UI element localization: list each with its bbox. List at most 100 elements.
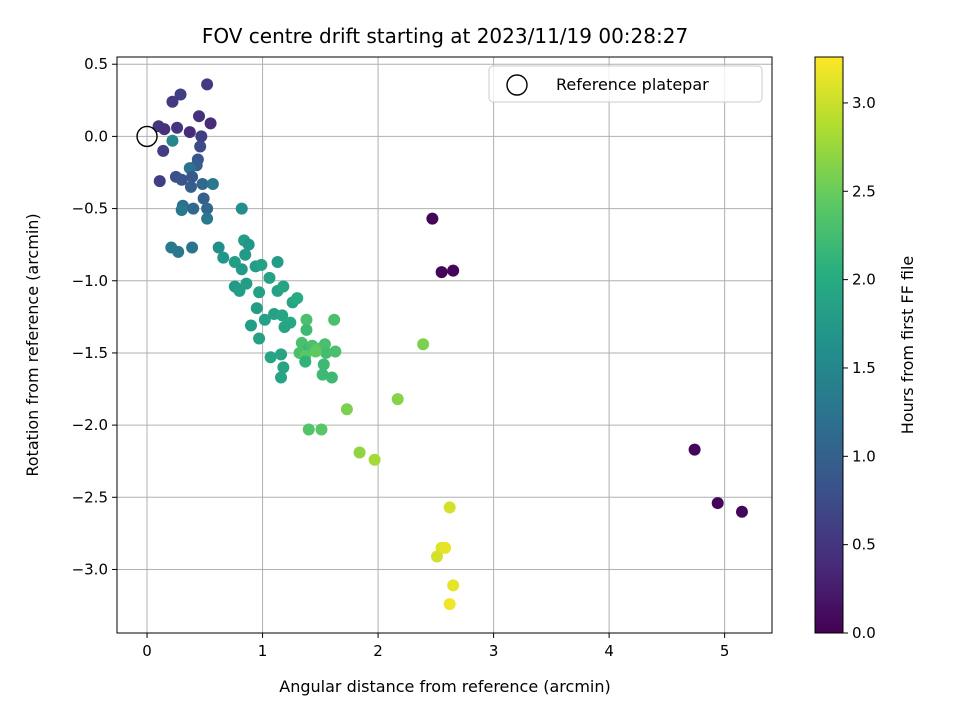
data-point (430, 550, 443, 563)
data-point (320, 346, 333, 359)
data-point (253, 286, 266, 299)
colorbar-tick-label: 2.0 (852, 271, 876, 289)
data-point (735, 505, 748, 518)
data-point (201, 212, 214, 225)
data-point (183, 126, 196, 139)
data-point (186, 170, 199, 183)
data-point (353, 446, 366, 459)
data-point (439, 541, 452, 554)
data-point (277, 361, 290, 374)
data-point (435, 266, 448, 279)
data-point (328, 313, 341, 326)
data-point (196, 178, 209, 191)
data-point (329, 345, 342, 358)
data-point (172, 245, 185, 258)
colorbar-label: Hours from first FF file (898, 256, 917, 435)
data-point (276, 309, 289, 322)
colorbar-tick-label: 2.5 (852, 182, 876, 200)
data-point (153, 175, 166, 188)
data-point (278, 320, 291, 333)
data-point (271, 255, 284, 268)
data-point (242, 238, 255, 251)
data-point (447, 264, 460, 277)
data-point (201, 78, 214, 91)
colorbar-tick-label: 0.5 (852, 536, 876, 554)
colorbar: 0.0 0.5 1.0 1.5 2.0 2.5 3.0 Hours from first F… (814, 56, 917, 642)
x-tick-label: 3 (489, 642, 499, 660)
data-point (194, 140, 207, 153)
data-point (157, 144, 170, 157)
data-point (300, 323, 313, 336)
data-point (368, 453, 381, 466)
data-point (212, 241, 225, 254)
data-point (195, 130, 208, 143)
legend-label: Reference platepar (556, 75, 709, 94)
data-point (166, 134, 179, 147)
y-tick-label: −2.0 (72, 416, 108, 434)
data-point (245, 319, 258, 332)
data-point (235, 263, 248, 276)
data-point (291, 292, 304, 305)
data-point (184, 180, 197, 193)
data-point (201, 202, 214, 215)
chart-title: FOV centre drift starting at 2023/11/19 … (202, 24, 688, 48)
data-point (300, 313, 313, 326)
data-point (250, 302, 263, 315)
plot-frame (116, 56, 773, 634)
data-point (391, 393, 404, 406)
data-point (255, 258, 268, 271)
data-point (264, 351, 277, 364)
data-point (426, 212, 439, 225)
y-tick-label: 0.5 (84, 55, 108, 73)
legend: Reference platepar (488, 65, 763, 103)
data-point (316, 368, 329, 381)
data-point (235, 202, 248, 215)
x-tick-label: 5 (720, 642, 730, 660)
y-axis: 0.5 0.0 −0.5 −1.0 −1.5 −2.0 −2.5 −3.0 (72, 55, 117, 578)
data-point (217, 251, 230, 264)
y-tick-label: −1.5 (72, 344, 108, 362)
data-point (193, 110, 206, 123)
data-point (443, 598, 456, 611)
x-tick-label: 0 (142, 642, 152, 660)
x-axis-label: Angular distance from reference (arcmin) (279, 677, 610, 696)
data-point (340, 403, 353, 416)
legend-box (488, 65, 763, 103)
data-point (275, 371, 288, 384)
data-point (233, 284, 246, 297)
data-point (277, 280, 290, 293)
x-axis: 0 1 2 3 4 5 (142, 633, 729, 660)
x-tick-label: 1 (258, 642, 268, 660)
data-point (711, 497, 724, 510)
colorbar-tick-label: 1.0 (852, 447, 876, 465)
data-point (688, 443, 701, 456)
colorbar-tick-label: 0.0 (852, 624, 876, 642)
scatter-points (152, 78, 748, 611)
data-point (253, 332, 266, 345)
data-point (302, 423, 315, 436)
data-point (275, 348, 288, 361)
x-tick-label: 4 (604, 642, 614, 660)
data-point (443, 501, 456, 514)
y-tick-label: 0.0 (84, 127, 108, 145)
data-point (171, 121, 184, 134)
y-tick-label: −3.0 (72, 560, 108, 578)
data-point (309, 345, 322, 358)
x-tick-label: 2 (373, 642, 383, 660)
data-point (258, 313, 271, 326)
data-point (174, 88, 187, 101)
data-point (186, 241, 199, 254)
data-point (166, 95, 179, 108)
data-point (197, 192, 210, 205)
reference-platepar-marker (136, 125, 158, 148)
data-point (175, 173, 188, 186)
y-tick-label: −0.5 (72, 200, 108, 218)
data-point (315, 423, 328, 436)
data-point (417, 338, 430, 351)
colorbar-ticks: 0.0 0.5 1.0 1.5 2.0 2.5 3.0 (843, 94, 876, 642)
colorbar-gradient (814, 56, 844, 634)
grid (117, 57, 772, 633)
data-point (317, 358, 330, 371)
colorbar-tick-label: 1.5 (852, 359, 876, 377)
